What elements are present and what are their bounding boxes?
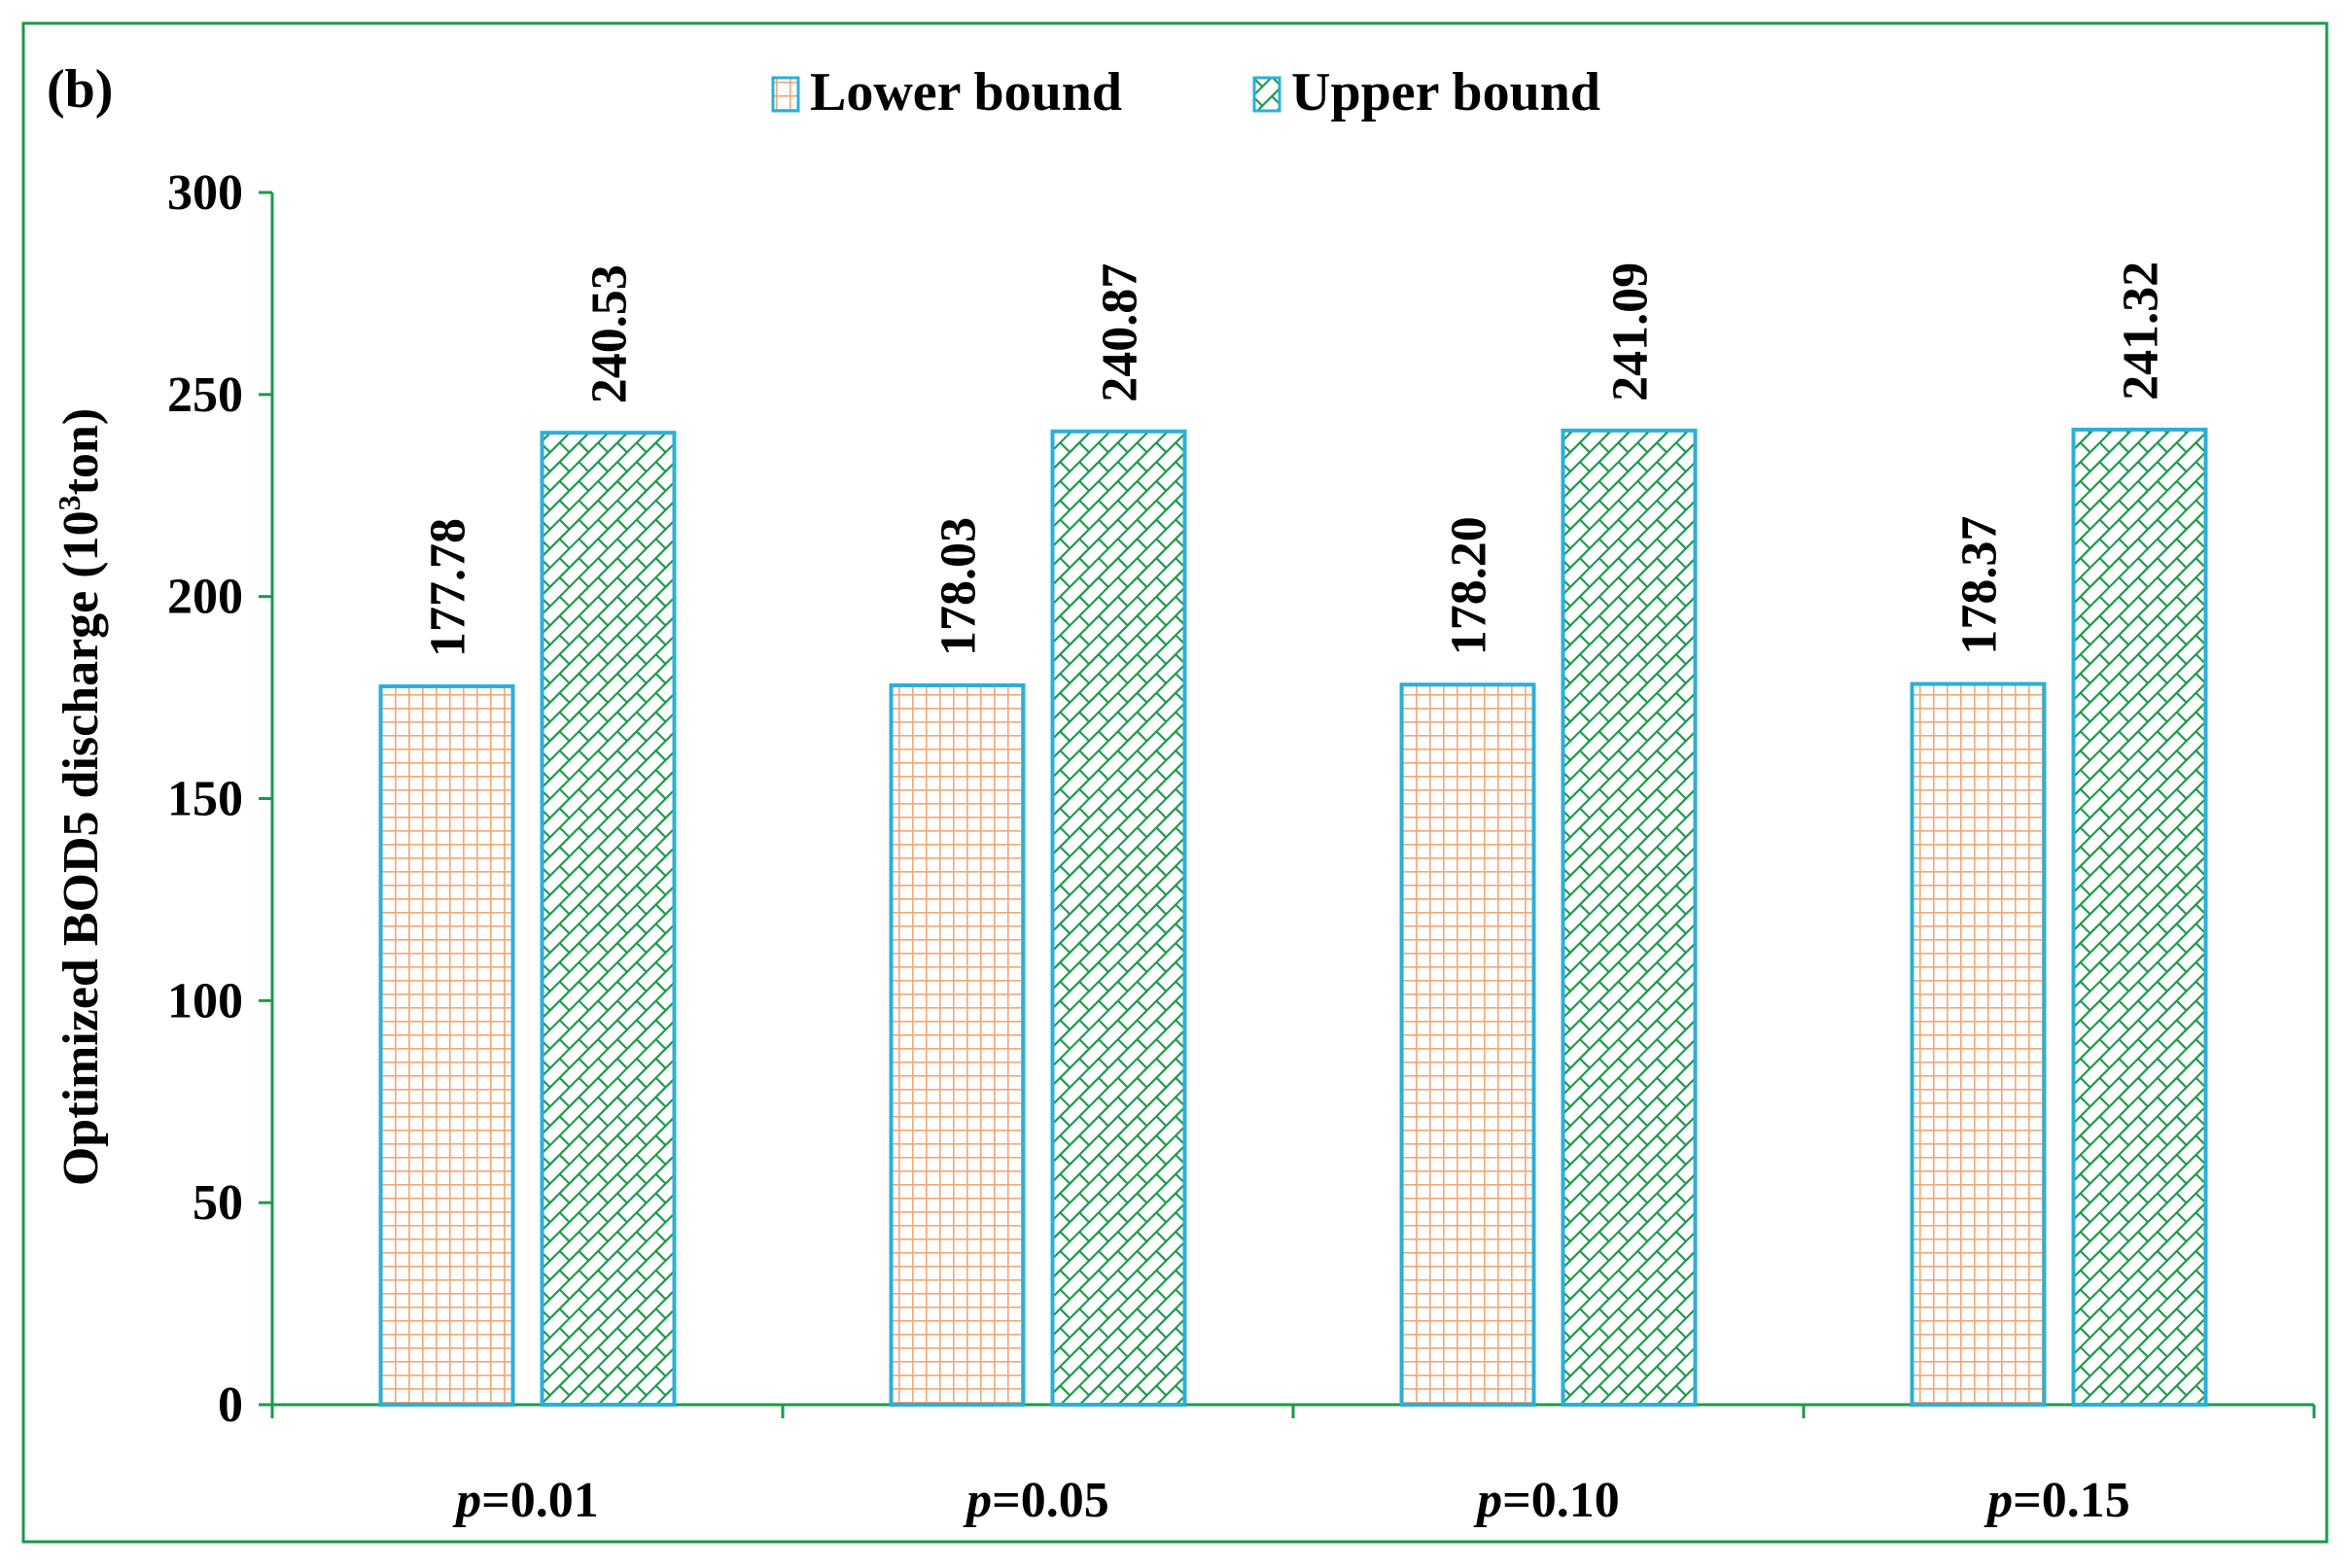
x-tick-label: p=0.05 [963,1473,1109,1528]
panel-label: (b) [47,59,113,120]
lower-bound-bar [381,686,513,1405]
y-axis-label: Optimized BOD5 discharge (103ton) [52,408,109,1186]
upper-bound-bar [543,433,675,1405]
y-tick-label: 100 [167,973,243,1028]
legend-label-lower-bound: Lower bound [810,62,1122,122]
legend-label-upper-bound: Upper bound [1291,62,1600,122]
y-tick-label: 150 [167,772,243,827]
legend-swatch-upper-bound [1254,78,1280,111]
x-tick-label: p=0.10 [1473,1473,1620,1528]
bar-value-label: 240.87 [1093,263,1148,402]
bar-value-label: 177.78 [421,518,476,657]
y-tick-label: 300 [167,165,243,221]
upper-bound-bar [1053,432,1185,1405]
y-tick-label: 250 [167,367,243,423]
bar-value-label: 178.20 [1442,516,1497,655]
bar-value-label: 240.53 [582,264,638,403]
bar-value-label: 178.03 [931,517,987,656]
y-tick-label: 50 [193,1175,243,1231]
bar-value-label: 178.37 [1952,516,2008,655]
upper-bound-bar [1563,431,1696,1405]
upper-bound-bar [2074,430,2206,1405]
x-tick-label: p=0.15 [1983,1473,2130,1528]
lower-bound-bar [1913,684,2045,1405]
legend-swatch-lower-bound [773,78,798,111]
y-tick-label: 0 [218,1377,243,1433]
y-axis-label-main: Optimized BOD5 discharge (10 [53,510,109,1186]
bar-value-label: 241.32 [2114,261,2169,401]
y-axis-label-sup: 3 [52,495,87,510]
lower-bound-bar [892,685,1024,1405]
y-tick-label: 200 [167,570,243,625]
x-tick-label: p=0.01 [452,1473,599,1528]
bar-value-label: 241.09 [1603,262,1659,401]
y-axis-label-end: ton) [53,408,109,496]
lower-bound-bar [1402,684,1534,1405]
